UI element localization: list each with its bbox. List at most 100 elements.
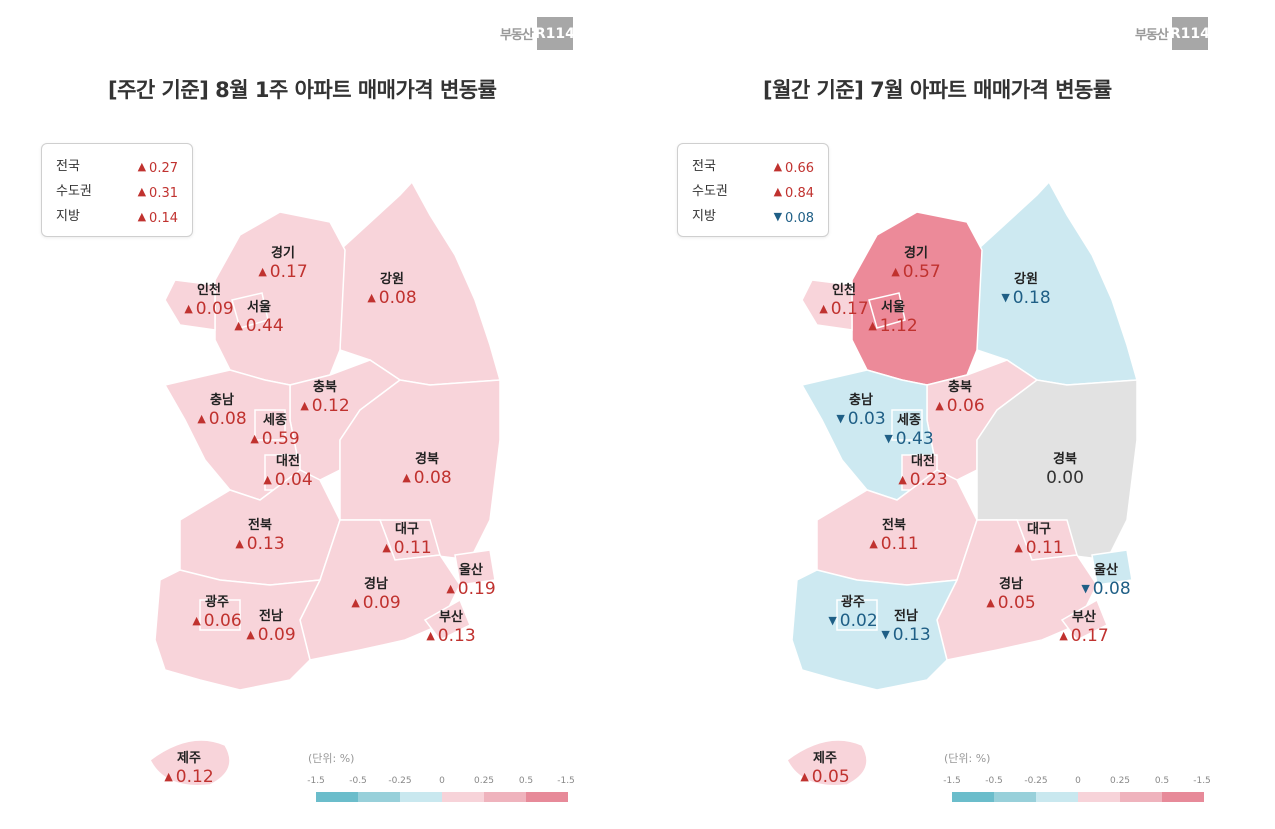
label-jeju: 제주 ▲ 0.05 — [800, 751, 850, 787]
up-arrow-icon: ▲ — [935, 399, 944, 412]
label-seoul: 서울 ▲ 1.12 — [868, 300, 918, 336]
summary-row-national: 전국 ▲ 0.66 — [692, 154, 814, 179]
legend-swatch — [1162, 792, 1204, 802]
up-arrow-icon: ▲ — [868, 319, 877, 332]
label-chungbuk: 충북 ▲ 0.06 — [935, 380, 985, 416]
label-sejong: 세종 ▼ 0.43 — [884, 413, 934, 449]
up-arrow-icon: ▲ — [891, 265, 900, 278]
region-gwangju — [199, 599, 241, 631]
label-jeonbuk: 전북 ▲ 0.13 — [235, 518, 285, 554]
label-gwangju: 광주 ▼ 0.02 — [828, 595, 878, 631]
down-arrow-icon: ▼ — [828, 614, 837, 627]
up-arrow-icon: ▲ — [137, 210, 147, 223]
label-daejeon: 대전 ▲ 0.23 — [898, 454, 948, 490]
label-gyeongbuk: 경북 ▲ 0.08 — [402, 452, 452, 488]
label-jeonnam: 전남 ▼ 0.13 — [881, 609, 931, 645]
up-arrow-icon: ▲ — [263, 473, 272, 486]
region-gwangju — [836, 599, 878, 631]
label-gangwon: 강원 ▲ 0.08 — [367, 272, 417, 308]
region-busan — [423, 598, 471, 641]
up-arrow-icon: ▲ — [137, 185, 147, 198]
region-ulsan — [1091, 549, 1133, 586]
down-arrow-icon: ▼ — [884, 432, 893, 445]
down-arrow-icon: ▼ — [1081, 582, 1090, 595]
label-gyeongnam: 경남 ▲ 0.05 — [986, 577, 1036, 613]
down-arrow-icon: ▼ — [836, 412, 845, 425]
label-busan: 부산 ▲ 0.17 — [1059, 610, 1109, 646]
down-arrow-icon: ▼ — [773, 210, 783, 223]
monthly-summary-box: 전국 ▲ 0.66 수도권 ▲ 0.84 지방 ▼ 0.08 — [677, 143, 829, 237]
label-gyeonggi: 경기 ▲ 0.17 — [258, 246, 308, 282]
monthly-korea-map — [786, 180, 1138, 787]
legend-color-bar — [952, 792, 1204, 802]
weekly-title: [주간 기준] 8월 1주 아파트 매매가격 변동률 — [108, 78, 497, 102]
legend-color-bar — [316, 792, 568, 802]
label-chungbuk: 충북 ▲ 0.12 — [300, 380, 350, 416]
summary-row-national: 전국 ▲ 0.27 — [56, 154, 178, 179]
summary-value: ▲ 0.84 — [773, 185, 814, 201]
label-gyeongnam: 경남 ▲ 0.09 — [351, 577, 401, 613]
summary-value: ▲ 0.27 — [137, 160, 178, 176]
region-jeju — [149, 739, 231, 787]
label-ulsan: 울산 ▼ 0.08 — [1081, 563, 1131, 599]
summary-value: ▲ 0.14 — [137, 210, 178, 226]
up-arrow-icon: ▲ — [800, 770, 809, 783]
region-gyeonggi — [214, 211, 346, 386]
up-arrow-icon: ▲ — [426, 629, 435, 642]
up-arrow-icon: ▲ — [250, 432, 259, 445]
region-gyeonggi — [851, 211, 983, 386]
up-arrow-icon: ▲ — [446, 582, 455, 595]
label-gyeonggi: 경기 ▲ 0.57 — [891, 246, 941, 282]
label-ulsan: 울산 ▲ 0.19 — [446, 563, 496, 599]
legend-swatch — [526, 792, 568, 802]
up-arrow-icon: ▲ — [234, 319, 243, 332]
region-seoul — [868, 292, 906, 329]
legend-swatch — [442, 792, 484, 802]
label-seoul: 서울 ▲ 0.44 — [234, 300, 284, 336]
up-arrow-icon: ▲ — [819, 302, 828, 315]
down-arrow-icon: ▼ — [1001, 291, 1010, 304]
summary-row-provincial: 지방 ▲ 0.14 — [56, 204, 178, 229]
region-jeju — [786, 739, 868, 787]
region-sejong — [254, 409, 286, 441]
up-arrow-icon: ▲ — [184, 302, 193, 315]
up-arrow-icon: ▲ — [300, 399, 309, 412]
monthly-panel: 부동산 R114 [월간 기준] 7월 아파트 매매가격 변동률 전국 ▲ 0.66… — [637, 0, 1274, 829]
label-gangwon: 강원 ▼ 0.18 — [1001, 272, 1051, 308]
summary-row-capital: 수도권 ▲ 0.84 — [692, 179, 814, 204]
label-incheon: 인천 ▲ 0.17 — [819, 283, 869, 319]
region-seoul — [231, 292, 269, 329]
legend-swatch — [994, 792, 1036, 802]
down-arrow-icon: ▼ — [881, 628, 890, 641]
up-arrow-icon: ▲ — [869, 537, 878, 550]
summary-row-capital: 수도권 ▲ 0.31 — [56, 179, 178, 204]
up-arrow-icon: ▲ — [164, 770, 173, 783]
legend-swatch — [1036, 792, 1078, 802]
label-jeju: 제주 ▲ 0.12 — [164, 751, 214, 787]
up-arrow-icon: ▲ — [898, 473, 907, 486]
label-busan: 부산 ▲ 0.13 — [426, 610, 476, 646]
up-arrow-icon: ▲ — [1014, 541, 1023, 554]
legend-swatch — [358, 792, 400, 802]
label-incheon: 인천 ▲ 0.09 — [184, 283, 234, 319]
region-busan — [1060, 598, 1108, 641]
weekly-panel: 부동산 R114 [주간 기준] 8월 1주 아파트 매매가격 변동률 전국 ▲ 0… — [0, 0, 637, 829]
up-arrow-icon: ▲ — [258, 265, 267, 278]
label-gyeongbuk: 경북 0.00 — [1046, 452, 1084, 488]
label-chungnam: 충남 ▼ 0.03 — [836, 393, 886, 429]
label-gwangju: 광주 ▲ 0.06 — [192, 595, 242, 631]
weekly-korea-map — [149, 180, 501, 787]
label-daegu: 대구 ▲ 0.11 — [382, 522, 432, 558]
region-incheon — [164, 279, 216, 331]
up-arrow-icon: ▲ — [197, 412, 206, 425]
brand-logo: 부동산 R114 — [1135, 17, 1210, 50]
weekly-summary-box: 전국 ▲ 0.27 수도권 ▲ 0.31 지방 ▲ 0.14 — [41, 143, 193, 237]
up-arrow-icon: ▲ — [773, 185, 783, 198]
up-arrow-icon: ▲ — [986, 596, 995, 609]
up-arrow-icon: ▲ — [367, 291, 376, 304]
legend-swatch — [316, 792, 358, 802]
up-arrow-icon: ▲ — [382, 541, 391, 554]
label-daegu: 대구 ▲ 0.11 — [1014, 522, 1064, 558]
up-arrow-icon: ▲ — [192, 614, 201, 627]
region-gangwon — [339, 180, 501, 386]
